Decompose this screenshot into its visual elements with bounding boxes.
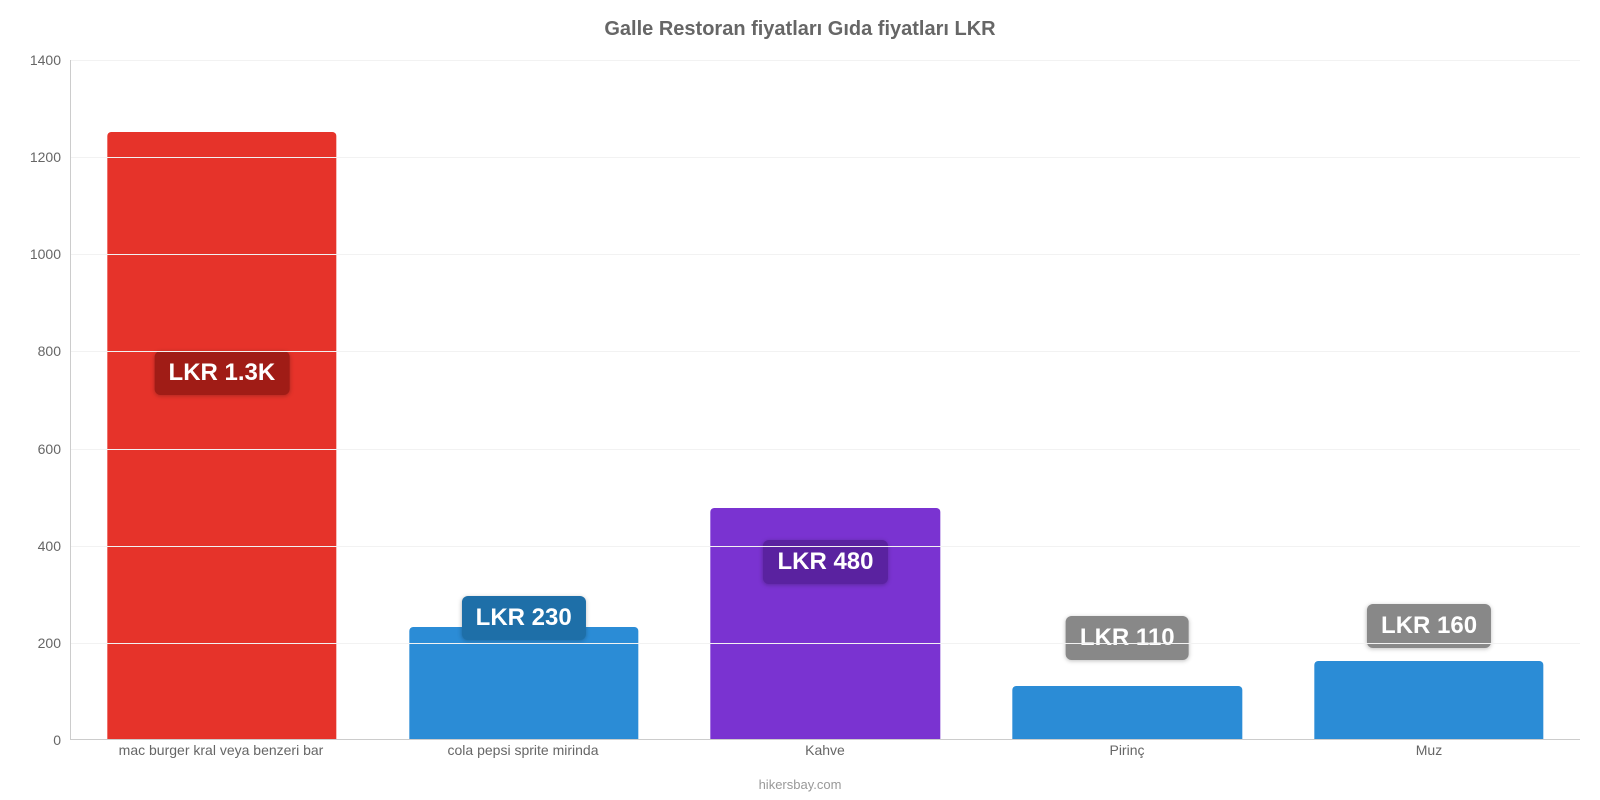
bar	[107, 132, 336, 739]
bar-value-label: LKR 230	[462, 596, 586, 640]
grid-line	[71, 254, 1580, 255]
grid-line	[71, 351, 1580, 352]
grid-line	[71, 449, 1580, 450]
y-tick-label: 200	[38, 635, 71, 651]
y-tick-label: 1000	[30, 246, 71, 262]
x-axis-labels: mac burger kral veya benzeri barcola pep…	[70, 742, 1580, 758]
bar-value-label: LKR 110	[1066, 616, 1189, 660]
y-tick-label: 1400	[30, 52, 71, 68]
bar-slot: LKR 1.3K	[71, 60, 373, 739]
bar-value-label: LKR 1.3K	[155, 351, 290, 395]
bar	[409, 627, 638, 739]
bar-value-label: LKR 480	[763, 540, 887, 584]
x-tick-label: Kahve	[674, 742, 976, 758]
bar	[1013, 686, 1242, 739]
y-tick-label: 1200	[30, 149, 71, 165]
chart-footer: hikersbay.com	[0, 777, 1600, 792]
bar	[1314, 661, 1543, 739]
y-tick-label: 0	[53, 732, 71, 748]
bar-slot: LKR 160	[1278, 60, 1580, 739]
x-tick-label: Pirinç	[976, 742, 1278, 758]
bar-slot: LKR 110	[976, 60, 1278, 739]
x-tick-label: cola pepsi sprite mirinda	[372, 742, 674, 758]
chart-container: Galle Restoran fiyatları Gıda fiyatları …	[0, 0, 1600, 800]
grid-line	[71, 546, 1580, 547]
plot-area: LKR 1.3KLKR 230LKR 480LKR 110LKR 160 020…	[70, 60, 1580, 740]
bar-value-label: LKR 160	[1367, 604, 1491, 648]
bars-layer: LKR 1.3K LKR 230 LKR 480 LKR 110 LKR 160	[71, 60, 1580, 739]
y-tick-label: 400	[38, 538, 71, 554]
chart-title: Galle Restoran fiyatları Gıda fiyatları …	[0, 18, 1600, 41]
bar-slot: LKR 230	[373, 60, 675, 739]
x-tick-label: Muz	[1278, 742, 1580, 758]
grid-line	[71, 157, 1580, 158]
bar-slot: LKR 480	[675, 60, 977, 739]
grid-line	[71, 60, 1580, 61]
x-tick-label: mac burger kral veya benzeri bar	[70, 742, 372, 758]
y-tick-label: 800	[38, 343, 71, 359]
y-tick-label: 600	[38, 441, 71, 457]
grid-line	[71, 643, 1580, 644]
